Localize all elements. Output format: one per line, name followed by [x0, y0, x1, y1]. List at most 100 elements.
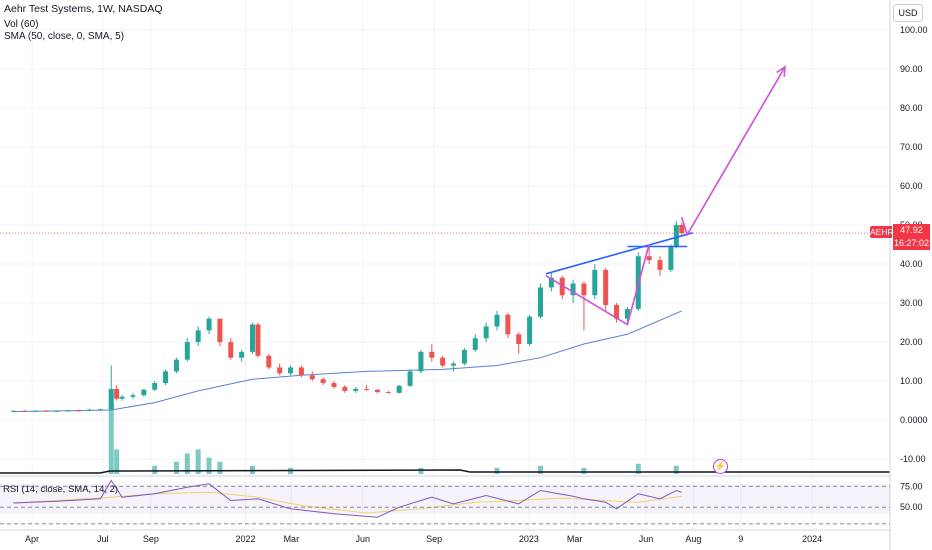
candle-body — [10, 410, 16, 412]
candle-body — [141, 389, 147, 396]
currency-button[interactable]: USD — [893, 4, 923, 22]
candle-body — [396, 385, 402, 393]
candle-body — [494, 314, 500, 327]
x-tick-label: 9 — [738, 534, 743, 544]
volume-bar — [184, 453, 190, 474]
candle-body — [673, 224, 679, 247]
candle-body — [163, 371, 169, 384]
volume-ma-line — [0, 469, 890, 474]
countdown: 16:27:02 — [893, 237, 930, 248]
candle-body — [309, 375, 315, 380]
candle-body — [374, 389, 380, 393]
sma-legend: SMA (50, close, 0, SMA, 5) — [4, 31, 125, 42]
candle-body — [461, 349, 467, 364]
vol-legend: Vol (60) — [4, 19, 39, 30]
candle-body — [559, 277, 565, 296]
drawings[interactable] — [545, 65, 786, 326]
x-tick-label: Jun — [355, 534, 370, 544]
candle-body — [527, 316, 533, 345]
candle-body — [592, 269, 598, 296]
y-tick-label: 20.00 — [900, 337, 923, 347]
volume-bar — [494, 467, 500, 474]
y-tick-label: 0.0000 — [900, 415, 928, 425]
candle-body — [657, 260, 663, 270]
candle-body — [331, 383, 337, 387]
volume-bar — [217, 461, 223, 474]
candle-body — [250, 324, 256, 352]
rsi-band — [0, 484, 890, 514]
y-tick-label: 100.00 — [900, 25, 928, 35]
y-tick-label: 70.00 — [900, 142, 923, 152]
candle-body — [342, 386, 348, 391]
candle-body — [537, 287, 543, 317]
sma-line — [13, 310, 682, 413]
candle-body — [298, 367, 304, 376]
candle-body — [440, 357, 446, 366]
candle-body — [54, 410, 60, 412]
y-tick-label: 90.00 — [900, 64, 923, 74]
drawing-trendline — [545, 232, 693, 275]
candle-body — [364, 388, 370, 390]
candle-body — [65, 410, 71, 412]
x-tick-label: Jun — [639, 534, 654, 544]
candle-body — [505, 314, 511, 335]
candle-body — [228, 342, 234, 358]
x-tick-label: Aug — [685, 534, 701, 544]
candle-body — [679, 224, 685, 234]
candle-body — [516, 334, 522, 345]
ticker-tag: AEHR — [870, 226, 894, 238]
x-tick-label: 2023 — [519, 534, 539, 544]
candle-body — [266, 355, 272, 368]
candle-body — [152, 383, 158, 390]
candle-body — [407, 371, 413, 386]
candle-body — [472, 338, 478, 350]
last-price: 47.92 — [900, 225, 923, 235]
lightning-icon[interactable]: ⚡ — [713, 459, 728, 474]
rsi-ma-line — [13, 491, 682, 514]
volume-bars — [0, 404, 890, 474]
volume-bar — [673, 465, 679, 474]
volume-bar — [418, 467, 424, 474]
x-tick-label: Mar — [567, 534, 583, 544]
rsi-legend: RSI (14, close, SMA, 14, 2) — [3, 484, 119, 495]
candle-body — [76, 410, 82, 412]
y-tick-label: 30.00 — [900, 298, 923, 308]
volume-bar — [206, 457, 212, 474]
candle-body — [239, 351, 245, 358]
candle-body — [217, 318, 223, 343]
candle-body — [255, 324, 261, 356]
candle-body — [195, 330, 201, 343]
y-tick-label: 40.00 — [900, 259, 923, 269]
candle-body — [603, 269, 609, 306]
candle-body — [43, 410, 49, 412]
rsi-tick-label: 75.00 — [900, 481, 923, 491]
candle-body — [108, 388, 114, 410]
x-tick-label: Jul — [97, 534, 109, 544]
volume-bar — [152, 465, 158, 474]
candle-body — [288, 367, 294, 374]
x-tick-label: 2024 — [802, 534, 822, 544]
candle-body — [119, 396, 125, 399]
candle-body — [173, 359, 179, 372]
candle-body — [570, 283, 576, 296]
last-price-tag: 47.92 16:27:02 — [893, 224, 930, 250]
volume-bar — [635, 463, 641, 474]
candle-body — [429, 351, 435, 358]
y-tick-label: 60.00 — [900, 181, 923, 191]
x-tick-label: 2022 — [236, 534, 256, 544]
x-tick-label: Apr — [25, 534, 39, 544]
candle-body — [353, 388, 359, 391]
candle-body — [184, 342, 190, 360]
volume-bar — [581, 467, 587, 474]
drawing-arrowhead — [776, 65, 786, 77]
y-tick-label: -10.00 — [900, 454, 926, 464]
candle-body — [206, 318, 212, 331]
y-tick-label: 10.00 — [900, 376, 923, 386]
candle-body — [130, 395, 136, 397]
candle-body — [581, 283, 587, 296]
x-tick-label: Sep — [143, 534, 159, 544]
candle-body — [385, 392, 391, 394]
candle-body — [320, 379, 326, 384]
